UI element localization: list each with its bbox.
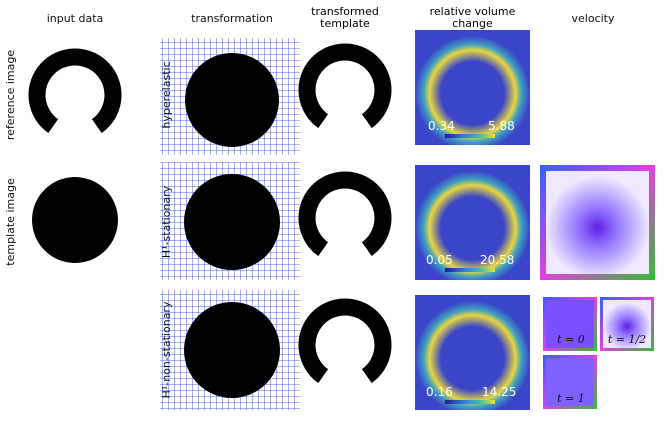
colorbar-max: 20.58 — [480, 253, 514, 267]
transformed-template — [307, 52, 383, 121]
volume-map — [415, 30, 530, 145]
time-label: t = 1/2 — [608, 333, 646, 346]
column-header-box: relative volume change — [429, 6, 516, 30]
colorbar-min: 0.34 — [428, 119, 455, 133]
circle — [184, 302, 280, 398]
colorbar-max: 5.88 — [488, 119, 515, 133]
row-label: template image — [4, 178, 17, 266]
method-label: H¹-non-stationary — [160, 301, 173, 398]
colorbar-min: 0.16 — [426, 385, 453, 399]
circle — [185, 53, 279, 147]
column-header: velocity — [572, 12, 615, 25]
column-header: relative volume change — [429, 6, 516, 30]
colorbar — [445, 268, 495, 272]
velocity-field — [546, 300, 594, 348]
transformed-template — [307, 307, 383, 376]
velocity-field — [546, 171, 649, 274]
column-header: transformation — [191, 12, 273, 25]
colorbar — [445, 400, 495, 404]
column-header: transformed template — [311, 6, 379, 30]
velocity: t = 0 t = 1/2 t = 1 — [540, 165, 655, 409]
row-label: reference image — [4, 50, 17, 141]
reference-image — [37, 57, 113, 126]
colorbar-max: 14.25 — [482, 385, 516, 399]
velocity-field — [546, 358, 594, 406]
colorbar-min: 0.05 — [426, 253, 453, 267]
transformed-template — [307, 180, 383, 249]
column-header: input data — [47, 12, 104, 25]
method-label: H¹-stationary — [160, 185, 173, 258]
velocity-field — [603, 300, 651, 348]
volume-change: 0.34 5.88 0.05 20.58 0.16 14.25 — [415, 30, 530, 410]
circle — [184, 174, 280, 270]
transformation-grids — [160, 38, 300, 410]
colorbar — [445, 134, 495, 138]
time-label: t = 0 — [557, 333, 585, 346]
volume-map — [415, 295, 530, 410]
method-label: hyperelastic — [160, 61, 173, 128]
volume-map — [415, 165, 530, 280]
time-label: t = 1 — [557, 392, 585, 405]
column-header-box: transformed template — [311, 6, 379, 30]
template-image — [32, 177, 118, 263]
